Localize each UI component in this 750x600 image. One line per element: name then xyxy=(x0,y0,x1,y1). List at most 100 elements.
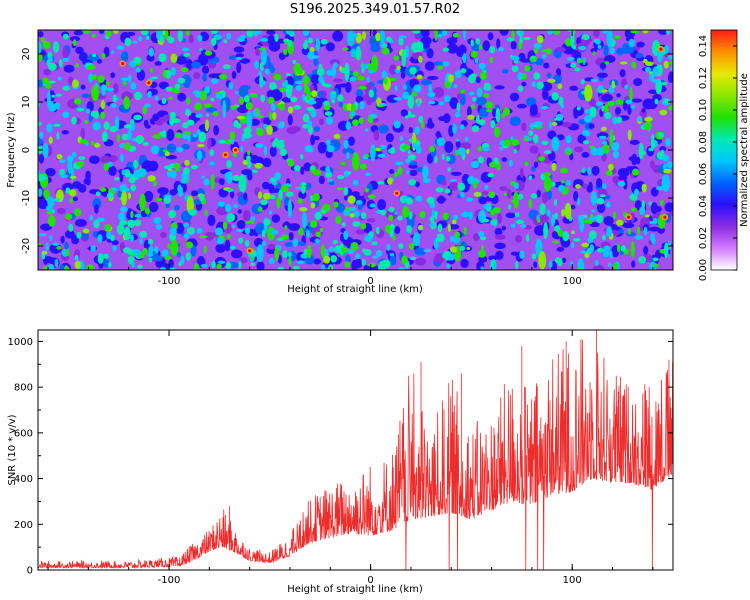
speckle-low xyxy=(310,74,321,84)
speckle-low xyxy=(215,243,226,254)
speckle xyxy=(597,146,605,156)
speckle-low xyxy=(338,101,343,108)
speckle-low xyxy=(496,213,503,224)
speckle xyxy=(561,209,566,217)
speckle-low xyxy=(475,76,481,84)
speckle xyxy=(654,263,659,268)
speckle xyxy=(138,35,143,42)
speckle xyxy=(182,122,189,129)
speckle-low xyxy=(446,43,459,54)
speckle xyxy=(184,131,191,135)
speckle xyxy=(307,37,314,44)
speckle xyxy=(108,261,112,269)
speckle xyxy=(588,230,597,240)
speckle xyxy=(663,163,667,171)
colorbar-frame xyxy=(710,29,738,271)
speckle xyxy=(442,61,449,67)
speckle xyxy=(344,62,350,82)
speckle xyxy=(262,192,271,200)
speckle xyxy=(91,85,100,102)
speckle xyxy=(638,256,647,264)
speckle xyxy=(121,190,128,206)
speckle xyxy=(627,228,632,235)
speckle xyxy=(91,141,95,145)
speckle xyxy=(528,198,533,209)
colorbar-tick-label: 0.06 xyxy=(698,163,709,185)
speckle xyxy=(667,54,673,60)
speckle xyxy=(336,187,344,191)
speckle-low xyxy=(591,165,600,176)
speckle xyxy=(38,243,42,247)
speckle xyxy=(370,144,376,161)
speckle xyxy=(352,119,360,126)
speckle-low xyxy=(288,231,294,241)
speckle xyxy=(412,232,421,247)
speckle xyxy=(572,30,576,35)
speckle xyxy=(131,40,138,44)
speckle-low xyxy=(69,36,81,42)
speckle xyxy=(314,211,323,220)
speckle-low xyxy=(355,229,366,235)
speckle xyxy=(58,59,63,68)
speckle xyxy=(302,93,306,102)
speckle xyxy=(38,121,42,126)
speckle xyxy=(487,172,494,178)
speckle xyxy=(235,90,239,95)
speckle xyxy=(318,63,323,73)
speckle xyxy=(426,196,435,204)
speckle xyxy=(612,116,619,125)
speckle xyxy=(630,207,637,212)
speckle xyxy=(553,199,558,206)
speckle xyxy=(630,104,636,109)
speckle xyxy=(339,65,343,72)
speckle-low xyxy=(370,44,381,53)
speckle-low xyxy=(318,118,325,126)
speckle xyxy=(518,85,524,92)
speckle-low xyxy=(541,89,549,101)
top-y-label: Frequency (Hz) xyxy=(6,112,17,188)
speckle xyxy=(375,250,383,257)
speckle xyxy=(50,199,55,203)
speckle xyxy=(228,81,233,90)
speckle-low xyxy=(424,61,435,71)
speckle xyxy=(564,38,572,47)
speckle xyxy=(608,163,614,171)
speckle xyxy=(177,30,184,42)
speckle xyxy=(352,221,361,227)
speckle xyxy=(204,209,208,217)
speckle-low xyxy=(241,169,253,176)
speckle xyxy=(449,178,457,182)
speckle xyxy=(342,46,349,51)
speckle xyxy=(639,206,646,216)
speckle xyxy=(513,182,519,189)
speckle xyxy=(582,167,586,174)
speckle xyxy=(210,37,217,46)
speckle xyxy=(255,143,264,148)
speckle xyxy=(488,161,497,168)
speckle-low xyxy=(239,58,251,64)
speckle-low xyxy=(313,58,319,67)
speckle xyxy=(185,30,190,36)
speckle-low xyxy=(408,164,418,169)
speckle xyxy=(368,89,374,98)
speckle xyxy=(564,202,572,220)
speckle-low xyxy=(529,145,539,154)
speckle xyxy=(199,235,208,239)
speckle xyxy=(514,212,520,218)
speckle xyxy=(246,30,254,38)
speckle xyxy=(551,162,557,172)
speckle xyxy=(292,238,299,247)
speckle xyxy=(632,168,640,176)
speckle xyxy=(328,246,335,253)
speckle xyxy=(670,66,673,71)
speckle-low xyxy=(145,124,151,129)
speckle xyxy=(551,91,559,101)
speckle xyxy=(245,101,253,111)
speckle xyxy=(519,30,525,37)
speckle-low xyxy=(414,181,420,188)
speckle xyxy=(199,90,207,101)
speckle xyxy=(323,83,332,88)
speckle xyxy=(369,113,378,119)
speckle-low xyxy=(38,139,44,145)
speckle xyxy=(270,102,276,111)
